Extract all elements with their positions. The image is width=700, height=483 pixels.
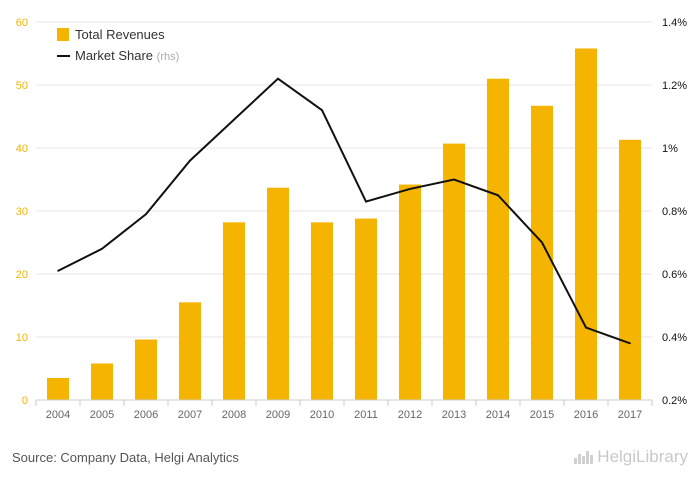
market-share-point-2012 (409, 188, 411, 190)
legend-label-revenues: Total Revenues (75, 27, 165, 42)
grid-lines (36, 21, 652, 338)
market-share-point-2006 (145, 213, 147, 215)
market-share-point-2010 (321, 109, 323, 111)
right-tick-label: 1% (662, 143, 678, 155)
market-share-polyline (57, 77, 631, 345)
market-share-point-2008 (233, 118, 235, 121)
legend-swatch-revenues (57, 28, 69, 41)
x-tick-label-2009: 2009 (266, 409, 290, 421)
market-share-point-2011 (365, 200, 367, 203)
revenue-bar-2009 (267, 187, 289, 400)
x-tick-label-2016: 2016 (574, 409, 598, 421)
revenue-bar-2013 (443, 143, 465, 400)
market-share-point-2004 (57, 270, 59, 272)
x-tick-label-2010: 2010 (310, 409, 334, 421)
left-tick-label: 20 (16, 269, 28, 281)
x-axis-ticks: 2004 2005 2006 2007 2008 2009 2010 2011 2012 2013… (35, 399, 653, 421)
revenue-bar-2010 (311, 222, 333, 400)
x-tick-label-2005: 2005 (90, 409, 114, 421)
market-share-point-2017 (629, 342, 631, 345)
right-tick-label: 0.2% (662, 395, 687, 407)
left-tick-label: 40 (16, 143, 28, 155)
x-tick-label-2017: 2017 (618, 409, 642, 421)
market-share-point-2007 (189, 159, 191, 162)
right-tick-label: 0.4% (662, 332, 687, 344)
market-share-point-2016 (585, 326, 587, 329)
left-tick-label: 60 (16, 17, 28, 29)
x-tick-label-2011: 2011 (354, 409, 378, 421)
left-tick-label: 50 (16, 80, 28, 92)
left-tick-label: 0 (22, 395, 28, 407)
x-tick-label-2014: 2014 (486, 409, 510, 421)
legend: Total Revenues Market Share (rhs) (57, 27, 179, 63)
revenue-bar-2012 (399, 184, 421, 400)
market-share-point-2005 (101, 248, 103, 250)
left-tick-label: 10 (16, 332, 28, 344)
logo-icon (574, 450, 594, 464)
left-tick-label: 30 (16, 206, 28, 218)
x-tick-label-2004: 2004 (46, 409, 70, 421)
revenue-bar-2005 (91, 363, 113, 400)
market-share-point-2013 (453, 178, 455, 181)
revenue-bars (47, 48, 641, 401)
revenue-bar-2007 (179, 302, 201, 400)
revenue-bar-2015 (531, 105, 553, 400)
x-tick-label-2015: 2015 (530, 409, 554, 421)
left-axis-ticks: 0 10 20 30 40 50 60 (16, 17, 28, 407)
x-tick-label-2013: 2013 (442, 409, 466, 421)
helgi-library-logo: HelgiLibrary (574, 447, 688, 467)
right-tick-label: 1.2% (662, 80, 687, 92)
market-share-point-2015 (541, 241, 543, 244)
market-share-point-2009 (277, 77, 279, 80)
right-axis-ticks: 0.2% 0.4% 0.6% 0.8% 1% 1.2% 1.4% (662, 17, 687, 407)
combo-chart: 0 10 20 30 40 50 60 0.2% 0.4% 0.6% 0.8% 1% 1.2% 1.4%… (16, 17, 688, 421)
market-share-point-2014 (497, 194, 499, 197)
right-tick-label: 0.6% (662, 269, 687, 281)
revenue-bar-2014 (487, 78, 509, 400)
chart-svg: 0 10 20 30 40 50 60 0.2% 0.4% 0.6% 0.8% 1% 1.2% 1.4%… (16, 17, 688, 421)
x-tick-label-2008: 2008 (222, 409, 246, 421)
revenue-bar-2004 (47, 377, 69, 400)
source-note: Source: Company Data, Helgi Analytics (12, 450, 239, 465)
x-tick-label-2007: 2007 (178, 409, 202, 421)
market-share-line (57, 77, 631, 345)
logo-text: HelgiLibrary (597, 447, 688, 466)
revenue-bar-2008 (223, 222, 245, 400)
x-tick-label-2012: 2012 (398, 409, 422, 421)
right-tick-label: 1.4% (662, 17, 687, 29)
x-tick-label-2006: 2006 (134, 409, 158, 421)
revenue-bar-2011 (355, 218, 377, 400)
right-tick-label: 0.8% (662, 206, 687, 218)
legend-label-market-share: Market Share (rhs) (75, 48, 179, 63)
revenue-bar-2017 (619, 139, 641, 400)
revenue-bar-2006 (135, 339, 157, 400)
revenue-bar-2016 (575, 48, 597, 401)
